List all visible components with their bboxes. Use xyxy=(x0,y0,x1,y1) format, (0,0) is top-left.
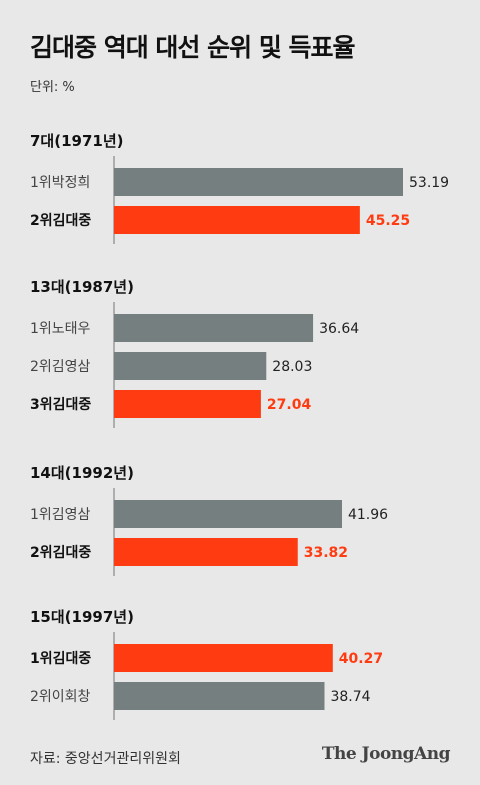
bar-highlight xyxy=(114,644,333,672)
bar-category-label: 2위김영삼 xyxy=(30,359,91,375)
group-label: 13대(1987년) xyxy=(30,278,134,296)
bar-value-label: 53.19 xyxy=(409,175,449,191)
bar-value-label: 28.03 xyxy=(272,359,312,375)
bar-category-label: 3위김대중 xyxy=(30,396,91,413)
bar-category-label: 2위김대중 xyxy=(30,212,91,229)
bar xyxy=(114,314,314,342)
bar-highlight xyxy=(114,538,298,566)
bar-category-label: 2위김대중 xyxy=(30,544,91,561)
unit-label: 단위: % xyxy=(30,80,75,95)
source-note: 자료: 중앙선거관리위원회 xyxy=(30,751,181,767)
group-label: 14대(1992년) xyxy=(30,464,134,482)
group-label: 15대(1997년) xyxy=(30,608,134,626)
bar-highlight xyxy=(114,390,261,418)
bar-category-label: 1위김영삼 xyxy=(30,507,91,523)
bar xyxy=(114,500,342,528)
bar-value-label: 45.25 xyxy=(366,213,410,229)
bar-value-label: 27.04 xyxy=(267,397,312,413)
group-label: 7대(1971년) xyxy=(30,132,124,150)
bar-category-label: 1위노태우 xyxy=(30,321,91,337)
chart-title: 김대중 역대 대선 순위 및 득표율 xyxy=(30,33,356,62)
bar-value-label: 38.74 xyxy=(330,689,370,705)
bar-value-label: 36.64 xyxy=(319,321,359,337)
bar-category-label: 1위박정희 xyxy=(30,175,90,191)
bar-value-label: 41.96 xyxy=(348,507,388,523)
bar xyxy=(114,352,267,380)
bar-category-label: 1위김대중 xyxy=(30,650,91,667)
bar xyxy=(114,168,403,196)
bar-value-label: 33.82 xyxy=(304,545,348,561)
bar xyxy=(114,682,325,710)
bar-value-label: 40.27 xyxy=(339,651,383,667)
bar-category-label: 2위이회창 xyxy=(30,689,91,705)
bar-highlight xyxy=(114,206,360,234)
brand-logo: The JoongAng xyxy=(321,744,451,764)
